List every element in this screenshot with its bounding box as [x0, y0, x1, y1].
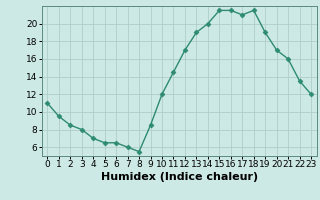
X-axis label: Humidex (Indice chaleur): Humidex (Indice chaleur) [100, 172, 258, 182]
